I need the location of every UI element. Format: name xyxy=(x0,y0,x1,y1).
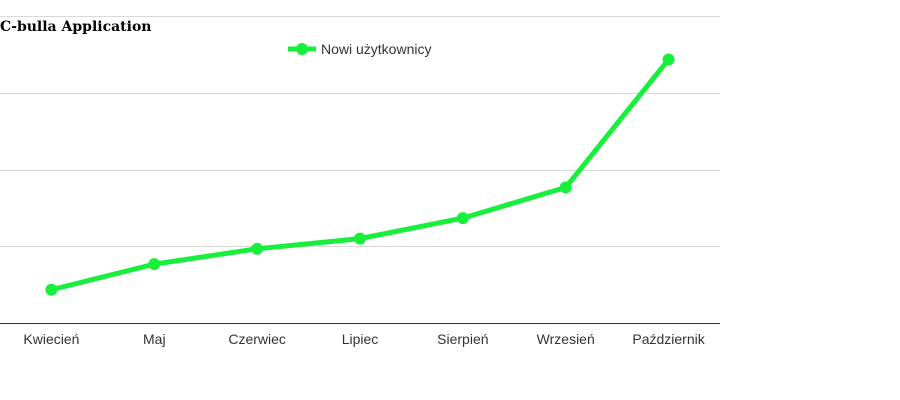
x-tick-label: Sierpień xyxy=(437,331,488,347)
legend[interactable]: Nowi użytkownicy xyxy=(288,41,431,57)
x-tick-label: Czerwiec xyxy=(228,331,286,347)
data-point[interactable] xyxy=(354,232,366,245)
series-line xyxy=(48,56,672,293)
x-tick-label: Wrzesień xyxy=(537,331,595,347)
x-tick-label: Kwiecień xyxy=(23,331,79,347)
x-axis-tick-labels: Kwiecień Maj Czerwiec Lipiec Sierpień Wrzesie… xyxy=(23,331,705,347)
data-point[interactable] xyxy=(45,283,58,296)
gridlines xyxy=(0,16,720,247)
series-layer xyxy=(45,53,675,296)
x-tick-label: Lipiec xyxy=(342,331,379,347)
legend-swatch-marker xyxy=(296,43,308,55)
legend-label: Nowi użytkownicy xyxy=(321,41,431,57)
x-tick-label: Październik xyxy=(632,331,705,347)
x-tick-label: Maj xyxy=(143,331,166,347)
data-point[interactable] xyxy=(148,258,161,271)
data-point[interactable] xyxy=(251,242,264,255)
chart-title: C-bulla Application xyxy=(0,19,152,35)
data-point[interactable] xyxy=(662,53,675,66)
data-point[interactable] xyxy=(456,212,469,225)
data-point[interactable] xyxy=(559,181,572,194)
